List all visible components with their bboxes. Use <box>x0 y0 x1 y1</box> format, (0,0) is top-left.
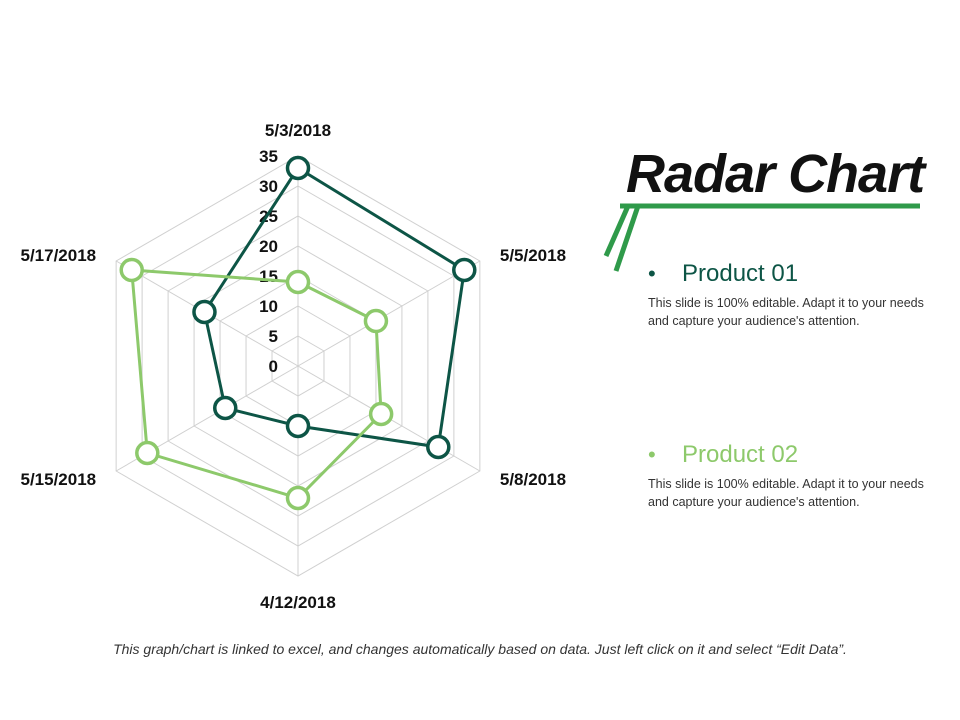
series-2 <box>119 257 394 511</box>
title-accent-lines <box>603 203 920 272</box>
tick-label: 35 <box>259 147 278 166</box>
legend-description: This slide is 100% editable. Adapt it to… <box>648 296 924 328</box>
tick-label: 5 <box>269 327 278 346</box>
category-label: 5/3/2018 <box>265 121 331 140</box>
bullet-icon: • <box>648 261 656 286</box>
tick-label: 30 <box>259 177 278 196</box>
data-point <box>135 440 160 466</box>
data-point <box>368 401 394 427</box>
category-labels: 5/3/2018 5/5/2018 5/8/2018 4/12/2018 5/15/20… <box>20 121 566 612</box>
page-title: Radar Chart <box>626 144 925 204</box>
data-point <box>452 257 477 283</box>
legend-description: This slide is 100% editable. Adapt it to… <box>648 477 924 509</box>
series-layer <box>119 155 477 511</box>
tick-label: 0 <box>269 357 278 376</box>
bullet-icon: • <box>648 442 656 467</box>
data-point <box>285 269 311 295</box>
category-label: 5/15/2018 <box>20 470 96 489</box>
category-label: 5/17/2018 <box>20 246 96 265</box>
grid-spoke <box>297 260 481 367</box>
footer-note: This graph/chart is linked to excel, and… <box>113 641 847 657</box>
category-label: 5/8/2018 <box>500 470 566 489</box>
data-point <box>285 485 311 511</box>
legend-name: Product 02 <box>682 441 799 468</box>
data-point <box>285 413 311 439</box>
tick-label: 10 <box>259 297 278 316</box>
series-1 <box>192 155 477 460</box>
data-point <box>192 299 217 325</box>
radar-grid <box>115 155 481 577</box>
tick-label: 20 <box>259 237 278 256</box>
data-point <box>363 308 389 334</box>
data-point <box>119 257 144 283</box>
legend-name: Product 01 <box>682 260 799 287</box>
series-line <box>130 268 383 500</box>
category-label: 5/5/2018 <box>500 246 566 265</box>
category-label: 4/12/2018 <box>260 593 336 612</box>
data-point <box>285 155 311 181</box>
legend-item-product-02: • Product 02 This slide is 100% editable… <box>648 441 938 511</box>
legend-item-product-01: • Product 01 This slide is 100% editable… <box>648 260 938 330</box>
data-point <box>426 434 451 460</box>
tick-label: 15 <box>259 267 278 286</box>
data-point <box>213 395 238 421</box>
